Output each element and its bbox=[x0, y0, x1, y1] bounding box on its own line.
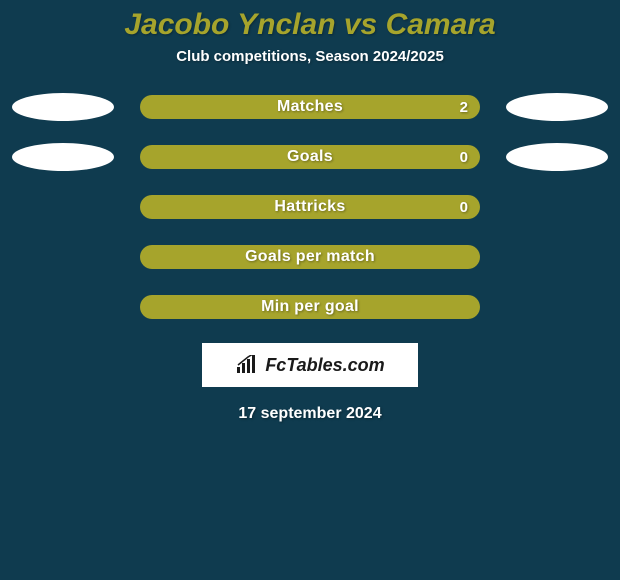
stat-row-hattricks: Hattricks 0 bbox=[0, 193, 620, 221]
stat-label: Min per goal bbox=[261, 298, 359, 316]
stat-row-min-per-goal: Min per goal bbox=[0, 293, 620, 321]
stat-row-goals: Goals 0 bbox=[0, 143, 620, 171]
ellipse-right bbox=[506, 93, 608, 121]
stat-label: Goals bbox=[287, 148, 333, 166]
stat-label: Hattricks bbox=[274, 198, 345, 216]
stat-row-goals-per-match: Goals per match bbox=[0, 243, 620, 271]
subtitle: Club competitions, Season 2024/2025 bbox=[0, 48, 620, 65]
ellipse-right bbox=[506, 143, 608, 171]
stats-area: Matches 2 Goals 0 Hattricks 0 Goals bbox=[0, 93, 620, 321]
page-title: Jacobo Ynclan vs Camara bbox=[0, 0, 620, 42]
ellipse-left bbox=[12, 93, 114, 121]
brand-text: FcTables.com bbox=[265, 355, 384, 376]
stat-bar: Matches 2 bbox=[140, 95, 480, 119]
date-text: 17 september 2024 bbox=[0, 405, 620, 423]
stat-bar: Goals per match bbox=[140, 245, 480, 269]
stat-bar: Min per goal bbox=[140, 295, 480, 319]
stat-label: Matches bbox=[277, 98, 343, 116]
stat-value: 2 bbox=[460, 99, 468, 116]
stat-bar: Hattricks 0 bbox=[140, 195, 480, 219]
ellipse-left bbox=[12, 143, 114, 171]
chart-icon bbox=[235, 355, 259, 375]
stat-label: Goals per match bbox=[245, 248, 375, 266]
stat-value: 0 bbox=[460, 199, 468, 216]
stat-bar: Goals 0 bbox=[140, 145, 480, 169]
brand-box: FcTables.com bbox=[202, 343, 418, 387]
stat-value: 0 bbox=[460, 149, 468, 166]
stat-row-matches: Matches 2 bbox=[0, 93, 620, 121]
infographic-container: Jacobo Ynclan vs Camara Club competition… bbox=[0, 0, 620, 580]
